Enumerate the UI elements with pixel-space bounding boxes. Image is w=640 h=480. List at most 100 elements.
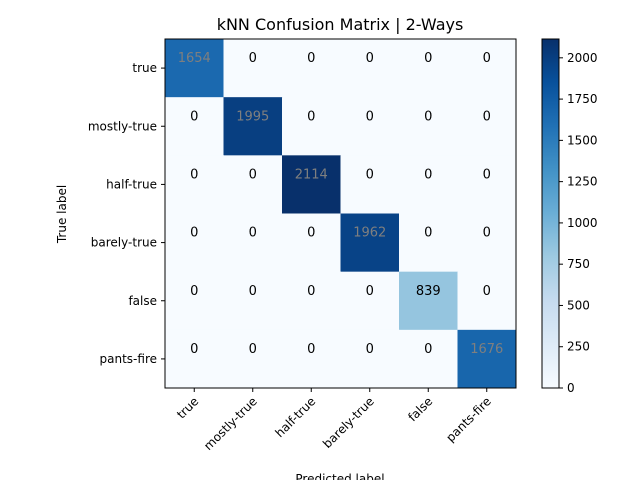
cell-value-label: 0 (249, 342, 257, 357)
matrix-cell (165, 39, 224, 98)
matrix-cells (165, 39, 517, 389)
cell-value-label: 0 (307, 342, 315, 357)
matrix-cell (282, 271, 341, 331)
matrix-cell (223, 155, 283, 214)
matrix-cell (223, 271, 283, 331)
cell-value-label: 0 (366, 342, 374, 357)
cell-value-label: 0 (249, 284, 257, 299)
matrix-cell (399, 271, 458, 331)
cell-value-label: 0 (190, 284, 198, 299)
cell-value-label: 0 (190, 226, 198, 241)
matrix-cell (165, 213, 224, 273)
cell-value-label: 0 (249, 167, 257, 182)
x-axis-label: Predicted label (295, 472, 384, 480)
y-axis-label: True label (55, 185, 69, 244)
cell-value-label: 0 (424, 167, 432, 182)
y-tick-label: mostly-true (88, 119, 157, 133)
matrix-cell (165, 155, 224, 214)
matrix-cell (340, 271, 400, 331)
y-axis-ticks: true mostly-true half-true barely-true false… (88, 61, 165, 366)
cell-value-label: 0 (190, 167, 198, 182)
matrix-cell (282, 329, 341, 389)
matrix-cell (282, 39, 341, 98)
cell-value-label: 0 (307, 226, 315, 241)
colorbar-tick-label: 1750 (567, 92, 598, 106)
cell-value-label: 0 (424, 51, 432, 66)
matrix-cell (457, 329, 517, 389)
x-tick-label: mostly-true (201, 394, 260, 453)
colorbar-tick-label: 250 (567, 340, 590, 354)
matrix-cell (340, 39, 400, 98)
matrix-cell (399, 213, 458, 273)
colorbar: 0 250 500 750 1000 1250 1500 1750 2000 (541, 38, 598, 395)
y-tick-label: pants-fire (100, 352, 157, 366)
cell-value-label: 1962 (353, 226, 386, 241)
x-tick-label: pants-fire (443, 394, 494, 445)
matrix-cell (223, 39, 283, 98)
matrix-cell (399, 39, 458, 98)
cell-value-label: 0 (483, 109, 491, 124)
cell-value-label: 1676 (470, 342, 503, 357)
cell-value-label: 0 (190, 109, 198, 124)
matrix-cell (340, 213, 400, 273)
matrix-cell (282, 155, 341, 214)
matrix-cell (340, 155, 400, 214)
matrix-cell (165, 97, 224, 156)
y-tick-label: barely-true (91, 236, 157, 250)
cell-value-label: 0 (483, 51, 491, 66)
x-tick-label: true (174, 394, 201, 421)
matrix-cell (223, 329, 283, 389)
chart-title: kNN Confusion Matrix | 2-Ways (217, 15, 464, 34)
colorbar-tick-label: 1250 (567, 175, 598, 189)
cell-value-label: 0 (483, 284, 491, 299)
cell-value-label: 0 (424, 226, 432, 241)
matrix-cell (223, 213, 283, 273)
matrix-cell (282, 213, 341, 273)
cell-value-label: 0 (366, 167, 374, 182)
matrix-cell (399, 97, 458, 156)
cell-value-label: 0 (366, 51, 374, 66)
x-tick-label: false (405, 394, 435, 424)
cell-value-label: 0 (307, 284, 315, 299)
cell-value-label: 2114 (295, 167, 328, 182)
cell-value-label: 839 (416, 284, 441, 299)
cell-value-label: 0 (424, 342, 432, 357)
matrix-cell (457, 97, 517, 156)
cell-value-label: 0 (307, 51, 315, 66)
matrix-cell (282, 97, 341, 156)
colorbar-tick-label: 1500 (567, 133, 598, 147)
x-tick-label: barely-true (320, 394, 377, 451)
matrix-cell (457, 39, 517, 98)
cell-value-label: 1995 (236, 109, 269, 124)
y-tick-label: false (128, 294, 157, 308)
cell-value-label: 0 (190, 342, 198, 357)
matrix-cell (223, 97, 283, 156)
cell-value-label: 0 (366, 109, 374, 124)
colorbar-tick-label: 500 (567, 298, 590, 312)
matrix-cell (399, 329, 458, 389)
matrix-cell-labels: 1654 0 0 0 0 0 0 1995 0 0 0 0 0 0 2114 0 0 0 0 0 0 1962 0 0 0 0 0 0… (178, 51, 504, 357)
colorbar-tick-label: 1000 (567, 216, 598, 230)
cell-value-label: 0 (424, 109, 432, 124)
plot-frame (164, 38, 517, 389)
cell-value-label: 0 (483, 226, 491, 241)
matrix-cell (340, 97, 400, 156)
y-tick-label: true (132, 61, 157, 75)
matrix-cell (340, 329, 400, 389)
matrix-cell (457, 155, 517, 214)
colorbar-gradient (541, 38, 560, 389)
cell-value-label: 0 (249, 51, 257, 66)
y-tick-label: half-true (106, 177, 157, 191)
colorbar-tick-label: 2000 (567, 51, 598, 65)
cell-value-label: 0 (483, 167, 491, 182)
cell-value-label: 0 (366, 284, 374, 299)
matrix-cell (165, 271, 224, 331)
x-axis-ticks: true mostly-true half-true barely-true false… (174, 388, 494, 453)
matrix-cell (457, 213, 517, 273)
colorbar-tick-label: 0 (567, 381, 575, 395)
cell-value-label: 0 (307, 109, 315, 124)
matrix-cell (457, 271, 517, 331)
colorbar-tick-label: 750 (567, 257, 590, 271)
